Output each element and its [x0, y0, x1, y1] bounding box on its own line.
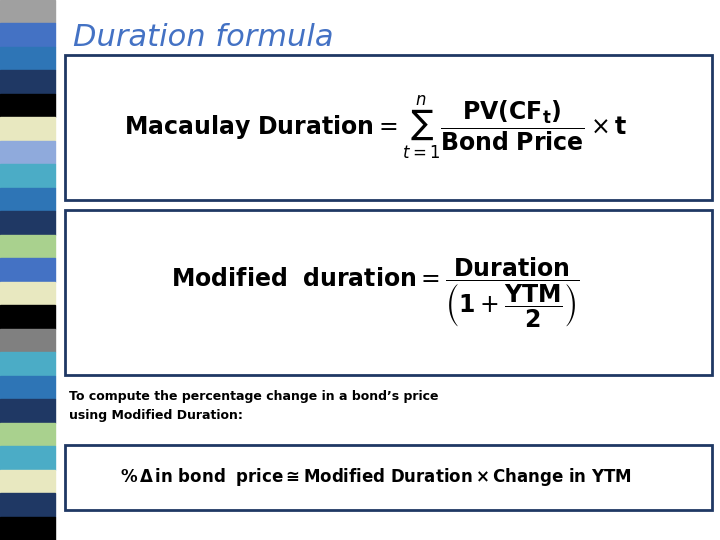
Bar	[0, 188, 55, 211]
Bar	[0, 423, 55, 446]
Bar	[0, 47, 55, 70]
Text: To compute the percentage change in a bond’s price
using Modified Duration:: To compute the percentage change in a bo…	[69, 390, 438, 422]
Bar	[0, 141, 55, 164]
Bar	[0, 0, 55, 23]
Bar	[65, 445, 712, 510]
Text: $\mathbf{\%\,\Delta\,in\ bond\ \ price \cong Modified\ Duration \times Change\ i: $\mathbf{\%\,\Delta\,in\ bond\ \ price \…	[120, 467, 631, 489]
Bar	[65, 210, 712, 375]
Bar	[0, 329, 55, 352]
Text: $\mathbf{Macaulay\ Duration} = \sum_{t=1}^{n} \dfrac{\mathbf{PV(CF_t)}}{\mathbf{: $\mathbf{Macaulay\ Duration} = \sum_{t=1…	[124, 93, 627, 161]
Bar	[0, 376, 55, 399]
Bar	[0, 211, 55, 235]
Bar	[0, 470, 55, 493]
Text: Duration formula: Duration formula	[73, 24, 333, 52]
Bar	[0, 235, 55, 258]
Bar	[0, 23, 55, 47]
Bar	[0, 117, 55, 141]
Bar	[0, 94, 55, 117]
Text: $\mathbf{Modified\ \ duration} = \dfrac{\mathbf{Duration}}{\left(\mathbf{1}+\dfr: $\mathbf{Modified\ \ duration} = \dfrac{…	[171, 255, 580, 330]
Bar	[0, 258, 55, 282]
Bar	[0, 164, 55, 188]
Bar	[0, 282, 55, 305]
Bar	[65, 55, 712, 200]
Bar	[0, 70, 55, 94]
Bar	[0, 305, 55, 329]
Bar	[0, 399, 55, 423]
Bar	[0, 493, 55, 517]
Bar	[0, 446, 55, 470]
Bar	[0, 517, 55, 540]
Bar	[0, 352, 55, 376]
